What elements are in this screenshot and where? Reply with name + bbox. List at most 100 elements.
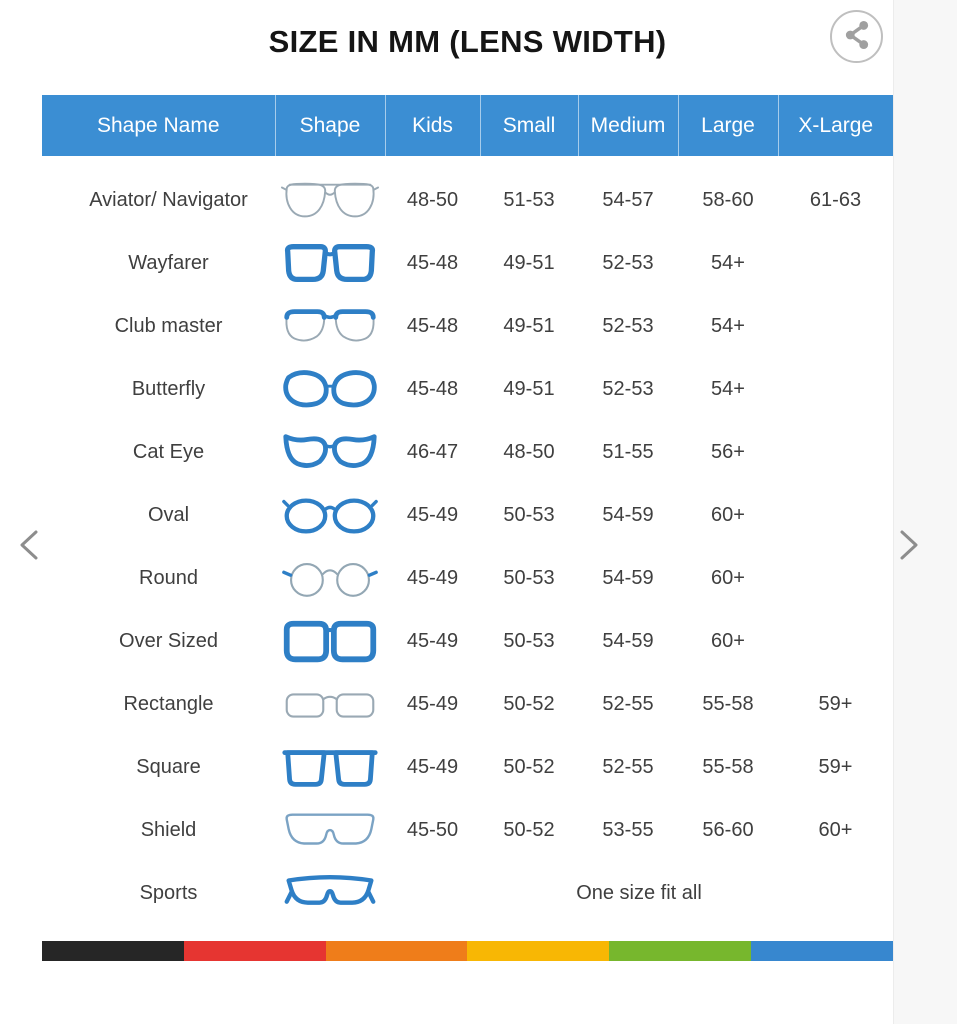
round-glasses-icon <box>275 547 385 610</box>
table-row: Aviator/ Navigator 48-50 51-53 54-57 58-60 6… <box>42 169 893 232</box>
page-title: SIZE IN MM (LENS WIDTH) <box>268 24 667 59</box>
x-large-cell <box>778 421 893 484</box>
table-row: Over Sized 45-49 50-53 54-59 60+ <box>42 610 893 673</box>
square-glasses-icon <box>275 736 385 799</box>
table-row: Square 45-49 50-52 52-55 55-58 59+ <box>42 736 893 799</box>
medium-cell: 54-57 <box>602 189 654 211</box>
shape-name-cell: Round <box>139 567 198 589</box>
column-header-kids: Kids <box>384 95 480 156</box>
shape-name-cell: Rectangle <box>123 693 214 715</box>
large-cell: 60+ <box>711 504 745 526</box>
shape-name-cell: Club master <box>114 315 223 337</box>
x-large-cell: 60+ <box>818 819 853 841</box>
shape-name-cell: Cat Eye <box>132 441 205 463</box>
kids-cell: 45-48 <box>406 378 459 400</box>
stripe-segment <box>609 941 752 961</box>
large-cell: 58-60 <box>702 189 754 211</box>
column-header-medium: Medium <box>577 95 678 156</box>
kids-cell: 45-49 <box>406 567 459 589</box>
large-cell: 55-58 <box>702 756 754 778</box>
kids-cell: 45-49 <box>406 630 459 652</box>
carousel-prev-button[interactable] <box>13 526 47 564</box>
shape-name-cell: Oval <box>147 504 190 526</box>
stripe-segment <box>467 941 610 961</box>
chevron-right-icon <box>891 530 925 567</box>
medium-cell: 54-59 <box>602 567 654 589</box>
kids-cell: 45-49 <box>406 756 459 778</box>
sports-glasses-icon <box>275 862 385 925</box>
shape-name-cell: Over Sized <box>119 630 218 652</box>
medium-cell: 54-59 <box>602 630 654 652</box>
carousel-next-button[interactable] <box>891 526 925 564</box>
shape-name-cell: Shield <box>140 819 197 841</box>
butterfly-glasses-icon <box>275 358 385 421</box>
column-header-small: Small <box>479 95 578 156</box>
x-large-cell: 61-63 <box>809 189 862 211</box>
kids-cell: 45-48 <box>406 252 459 274</box>
shape-name-cell: Square <box>136 756 201 778</box>
kids-cell: 46-47 <box>406 441 459 463</box>
kids-cell: 45-49 <box>406 504 459 526</box>
small-cell: 51-53 <box>503 189 555 211</box>
shape-name-cell: Wayfarer <box>128 252 209 274</box>
large-cell: 54+ <box>711 378 745 400</box>
kids-cell: 48-50 <box>406 189 459 211</box>
kids-cell: 45-50 <box>406 819 459 841</box>
small-cell: 49-51 <box>503 378 555 400</box>
table-row: Round 45-49 50-53 54-59 60+ <box>42 547 893 610</box>
x-large-cell <box>778 295 893 358</box>
table-row: Cat Eye 46-47 48-50 51-55 56+ <box>42 421 893 484</box>
clubmaster-glasses-icon <box>275 295 385 358</box>
stripe-segment <box>42 941 184 961</box>
kids-cell: 45-48 <box>406 315 459 337</box>
x-large-cell <box>778 358 893 421</box>
table-row: Sports One size fit all <box>42 862 893 925</box>
table-header-row: Shape Name Shape Kids Small Medium Large X-Lar… <box>42 95 893 156</box>
table-row: Shield 45-50 50-52 53-55 56-60 60+ <box>42 799 893 862</box>
column-header-shape: Shape <box>274 95 385 156</box>
column-header-large: Large <box>677 95 778 156</box>
table-row: Wayfarer 45-48 49-51 52-53 54+ <box>42 232 893 295</box>
x-large-cell <box>778 232 893 295</box>
x-large-cell: 59+ <box>818 693 853 715</box>
medium-cell: 52-55 <box>602 756 654 778</box>
table-row: Club master 45-48 49-51 52-53 54+ <box>42 295 893 358</box>
column-header-x-large: X-Large <box>777 95 893 156</box>
small-cell: 50-52 <box>503 693 555 715</box>
medium-cell: 54-59 <box>602 504 654 526</box>
column-header-shape-name: Shape Name <box>96 113 220 137</box>
wayfarer-glasses-icon <box>275 232 385 295</box>
x-large-cell <box>778 547 893 610</box>
small-cell: 50-53 <box>503 630 555 652</box>
table-row: Oval 45-49 50-53 54-59 60+ <box>42 484 893 547</box>
small-cell: 50-52 <box>503 756 555 778</box>
table-row: Butterfly 45-48 49-51 52-53 54+ <box>42 358 893 421</box>
rectangle-glasses-icon <box>275 673 385 736</box>
large-cell: 60+ <box>711 567 745 589</box>
large-cell: 55-58 <box>702 693 754 715</box>
medium-cell: 52-53 <box>602 378 654 400</box>
footer-color-stripe <box>42 941 893 961</box>
shape-name-cell: Sports <box>139 882 198 904</box>
x-large-cell <box>778 484 893 547</box>
large-cell: 54+ <box>711 315 745 337</box>
small-cell: 50-53 <box>503 504 555 526</box>
oval-glasses-icon <box>275 484 385 547</box>
small-cell: 49-51 <box>503 315 555 337</box>
shape-name-cell: Aviator/ Navigator <box>89 189 248 211</box>
share-icon <box>834 12 880 61</box>
large-cell: 56+ <box>711 441 745 463</box>
small-cell: 50-52 <box>503 819 555 841</box>
chevron-left-icon <box>13 530 47 567</box>
small-cell: 50-53 <box>503 567 555 589</box>
large-cell: 54+ <box>711 252 745 274</box>
one-size-note: One size fit all <box>576 882 702 904</box>
medium-cell: 51-55 <box>602 441 654 463</box>
x-large-cell: 59+ <box>818 756 853 778</box>
stripe-segment <box>183 941 326 961</box>
share-button[interactable] <box>830 10 883 63</box>
medium-cell: 52-53 <box>602 252 654 274</box>
stripe-segment <box>325 941 468 961</box>
medium-cell: 52-55 <box>602 693 654 715</box>
medium-cell: 52-53 <box>602 315 654 337</box>
